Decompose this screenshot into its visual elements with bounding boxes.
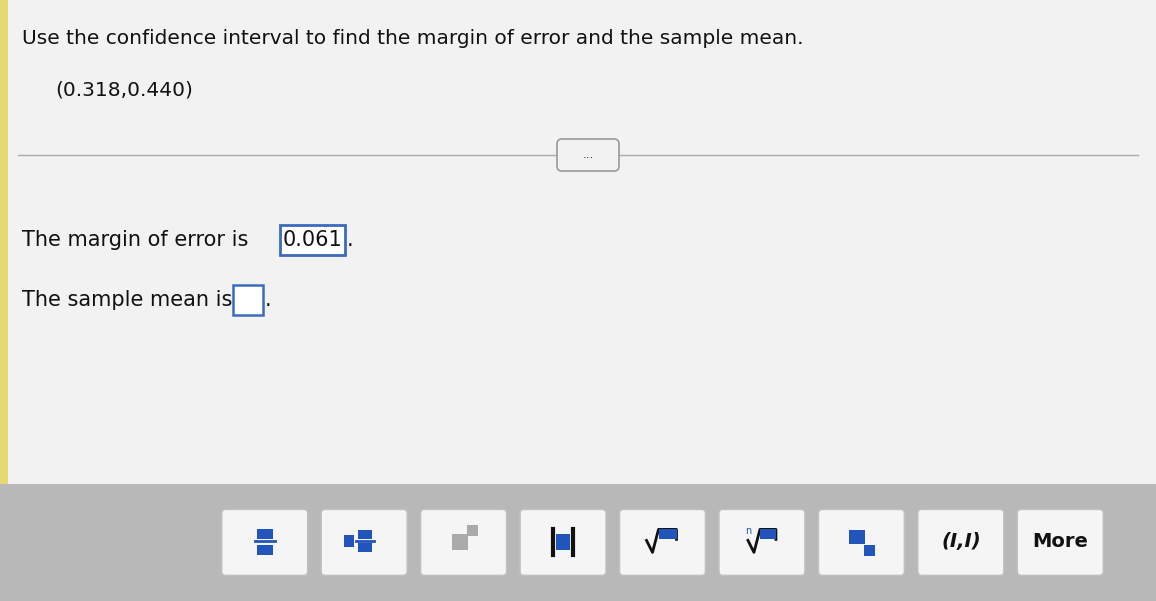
Bar [358, 531, 372, 540]
Bar [556, 534, 570, 551]
Bar [850, 531, 866, 545]
FancyBboxPatch shape [818, 510, 904, 575]
Bar [865, 545, 875, 557]
FancyBboxPatch shape [557, 139, 618, 171]
FancyBboxPatch shape [1017, 510, 1103, 575]
Bar [344, 535, 354, 548]
Text: n: n [744, 526, 751, 537]
FancyBboxPatch shape [222, 510, 307, 575]
Bar [0, 484, 1156, 601]
Text: The margin of error is: The margin of error is [22, 230, 255, 250]
Bar [759, 529, 776, 540]
FancyBboxPatch shape [719, 510, 805, 575]
Bar [234, 285, 264, 315]
Bar [358, 543, 372, 552]
Text: The sample mean is: The sample mean is [22, 290, 239, 310]
Text: More: More [1032, 532, 1088, 551]
FancyBboxPatch shape [421, 510, 506, 575]
Text: (I,I): (I,I) [941, 532, 980, 551]
Bar [0, 0, 8, 484]
Bar [467, 525, 477, 537]
Bar [0, 0, 1156, 484]
Bar [257, 545, 273, 555]
Bar [280, 225, 344, 255]
Text: .: . [265, 290, 272, 310]
Text: 0.061: 0.061 [282, 230, 342, 250]
FancyBboxPatch shape [321, 510, 407, 575]
FancyBboxPatch shape [620, 510, 705, 575]
Text: (0.318,0.440): (0.318,0.440) [55, 81, 193, 100]
Text: Use the confidence interval to find the margin of error and the sample mean.: Use the confidence interval to find the … [22, 28, 803, 47]
FancyBboxPatch shape [918, 510, 1003, 575]
Bar [257, 529, 273, 540]
Bar [659, 529, 676, 540]
Bar [452, 534, 468, 551]
Text: ...: ... [583, 148, 594, 162]
Text: .: . [347, 230, 354, 250]
FancyBboxPatch shape [520, 510, 606, 575]
